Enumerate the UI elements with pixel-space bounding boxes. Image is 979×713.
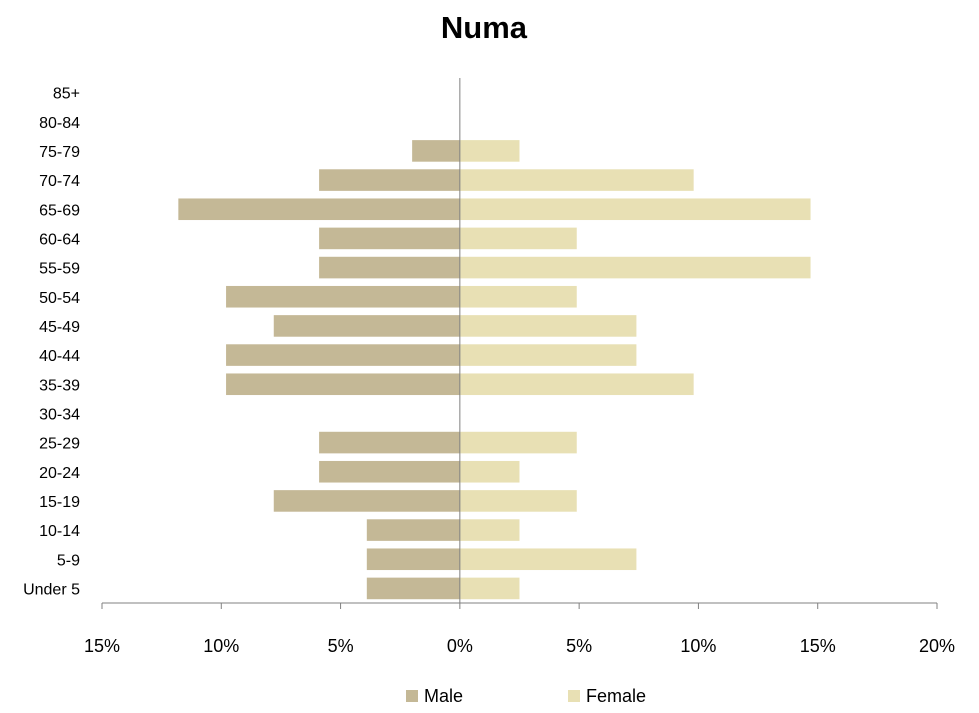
category-label: 65-69 [39,202,80,219]
category-label: 50-54 [39,290,80,307]
bar-male-40-44 [226,344,460,366]
legend-label-female: Female [586,686,646,706]
bar-male-25-29 [319,431,460,454]
bar-male-45-49 [273,315,460,337]
bar-female-55-59 [459,256,811,279]
bar-female-35-39 [459,373,694,396]
category-labels: Under 5 5-9 10-14 15-19 20-24 25-29 30-34 35-39… [23,86,80,599]
bar-female-5-9 [459,548,637,571]
bar-male-55-59 [319,256,460,279]
axes [102,78,937,604]
bar-female-25-29 [459,431,577,454]
bar-female-under-5 [459,577,520,600]
x-tick-label: 5% [566,636,592,656]
bar-male-under-5 [366,577,460,600]
x-tick-label: 15% [84,636,120,656]
category-label: 75-79 [39,144,80,161]
category-label: 20-24 [39,465,80,482]
category-label: 70-74 [39,173,80,190]
category-label: 55-59 [39,261,80,278]
x-tick-label: 0% [447,636,473,656]
bar-male-20-24 [319,460,460,483]
legend-label-male: Male [424,686,463,706]
x-tick-label: 15% [800,636,836,656]
category-label: 30-34 [39,406,80,423]
legend-swatch-male [406,690,418,702]
bar-female-40-44 [459,344,637,366]
bar-male-10-14 [366,519,460,541]
category-label: 85+ [53,86,80,103]
bar-female-75-79 [459,140,520,162]
category-label: 35-39 [39,377,80,394]
legend: Male Female [406,686,646,706]
bar-female-70-74 [459,169,694,191]
x-axis-ticks: 15% 10% 5% 0% 5% 10% 15% 20% [84,603,955,656]
category-label: 15-19 [39,494,80,511]
bar-female-20-24 [459,460,520,483]
category-label: 45-49 [39,319,80,336]
bar-male-70-74 [319,169,460,191]
chart-title: Numa [441,10,528,45]
category-label: Under 5 [23,581,80,598]
bar-male-50-54 [226,285,460,308]
legend-swatch-female [568,690,580,702]
bar-male-15-19 [273,490,460,512]
bar-male-65-69 [178,198,460,221]
bar-female-45-49 [459,315,637,337]
bar-female-50-54 [459,285,577,308]
x-tick-label: 10% [680,636,716,656]
category-label: 40-44 [39,348,80,365]
bar-female-10-14 [459,519,520,541]
bar-male-75-79 [412,140,460,162]
bars-group [178,140,811,600]
category-label: 10-14 [39,523,80,540]
bar-female-60-64 [459,227,577,250]
bar-female-15-19 [459,490,577,512]
bar-male-60-64 [319,227,460,250]
category-label: 25-29 [39,436,80,453]
category-label: 5-9 [57,552,80,569]
x-tick-label: 20% [919,636,955,656]
category-label: 80-84 [39,115,80,132]
bar-male-5-9 [366,548,460,571]
x-tick-label: 5% [328,636,354,656]
category-label: 60-64 [39,231,80,248]
bar-female-65-69 [459,198,811,221]
x-tick-label: 10% [203,636,239,656]
bar-male-35-39 [226,373,460,396]
